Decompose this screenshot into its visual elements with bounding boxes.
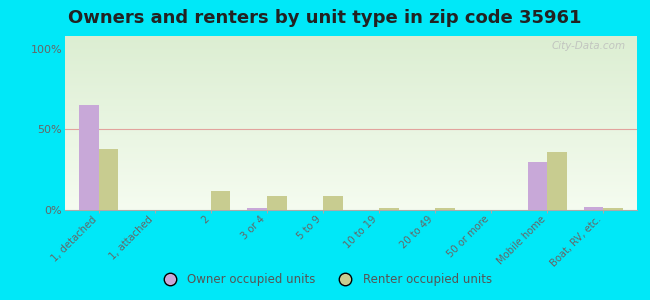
Bar [211,191,231,210]
Bar [528,162,547,210]
Bar [79,105,99,210]
Bar [379,208,398,210]
Text: Owners and renters by unit type in zip code 35961: Owners and renters by unit type in zip c… [68,9,582,27]
Bar [247,208,267,210]
Legend: Owner occupied units, Renter occupied units: Owner occupied units, Renter occupied un… [153,269,497,291]
Bar [435,208,455,210]
Bar [323,196,343,210]
Bar [603,208,623,210]
Bar [547,152,567,210]
Bar [99,149,118,210]
Bar [267,196,287,210]
Text: City-Data.com: City-Data.com [551,41,625,51]
Bar [584,207,603,210]
